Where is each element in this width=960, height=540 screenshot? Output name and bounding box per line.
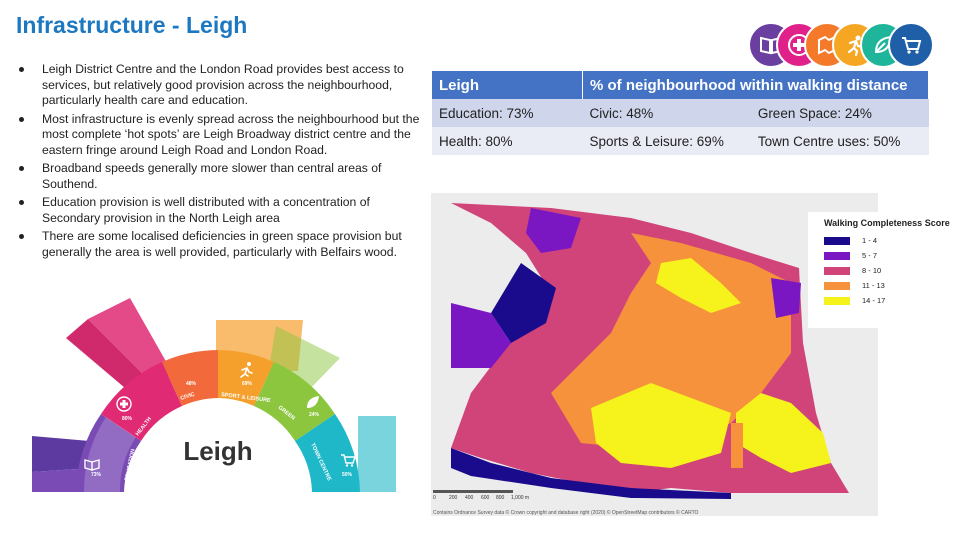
table-cell: Town Centre uses: 50% bbox=[750, 127, 929, 155]
legend-swatch bbox=[824, 251, 850, 260]
scale-label: 600 bbox=[481, 495, 490, 501]
scale-label: 400 bbox=[465, 495, 474, 501]
wheel-segment-sport-leisure bbox=[218, 350, 274, 406]
bullet-item: Education provision is well distributed … bbox=[16, 195, 428, 226]
map-scale-bar: 0 200 400 600 800 1,000 m bbox=[433, 490, 529, 501]
table-cell: Education: 73% bbox=[432, 99, 583, 127]
legend-title: Walking Completeness Score bbox=[824, 218, 950, 228]
map-legend: Walking Completeness Score 1 - 4 5 - 7 8… bbox=[808, 212, 958, 328]
page-title: Infrastructure - Leigh bbox=[16, 12, 248, 38]
cart-icon bbox=[341, 454, 356, 464]
bullet-item: Leigh District Centre and the London Roa… bbox=[16, 62, 428, 109]
map-region-score-14-17 bbox=[591, 383, 731, 468]
book-icon bbox=[84, 459, 100, 471]
infrastructure-wheel: 73% 80% 48% 69% 24% 50% EDUCATION HEALTH… bbox=[32, 298, 396, 492]
map-region-score-5-7 bbox=[526, 208, 581, 253]
map-credit: Contains Ordnance Survey data © Crown co… bbox=[433, 510, 699, 516]
wheel-value: 80% bbox=[122, 416, 133, 422]
cart-wheel bbox=[350, 464, 354, 467]
wheel-segment-education bbox=[76, 414, 141, 492]
map-region-score-5-7 bbox=[451, 303, 511, 368]
legend-swatch bbox=[824, 296, 850, 305]
table-cell: Green Space: 24% bbox=[750, 99, 929, 127]
runner-icon bbox=[247, 362, 251, 366]
table-header-row: Leigh % of neighbourhood within walking … bbox=[432, 71, 929, 99]
wheel-icon-health bbox=[116, 396, 132, 412]
cart-wheel bbox=[345, 464, 349, 467]
legend-label: 8 - 10 bbox=[862, 266, 882, 275]
legend-item: 11 - 13 bbox=[824, 279, 958, 292]
table-header: Leigh bbox=[432, 71, 583, 99]
legend-label: 11 - 13 bbox=[862, 281, 885, 290]
wheel-value: 73% bbox=[91, 472, 102, 478]
legend-label: 14 - 17 bbox=[862, 296, 886, 305]
wheel-value: 50% bbox=[342, 472, 353, 478]
bullet-item: There are some localised deficiencies in… bbox=[16, 229, 428, 260]
wheel-value: 48% bbox=[186, 381, 197, 387]
scale-bar bbox=[433, 490, 513, 493]
wheel-value: 69% bbox=[242, 381, 253, 387]
wheel-segment-green bbox=[254, 362, 335, 441]
table-cell: Civic: 48% bbox=[582, 99, 751, 127]
leaf-icon bbox=[307, 396, 319, 408]
scale-label: 200 bbox=[449, 495, 458, 501]
bullet-list: Leigh District Centre and the London Roa… bbox=[16, 62, 428, 263]
map-region-score-1-4 bbox=[451, 448, 731, 499]
map-region-score-5-7 bbox=[771, 278, 801, 318]
legend-label: 1 - 4 bbox=[862, 236, 878, 245]
legend-item: 5 - 7 bbox=[824, 249, 958, 262]
wheel-center-label: Leigh bbox=[183, 436, 252, 466]
scale-label: 800 bbox=[496, 495, 505, 501]
legend-swatch bbox=[824, 281, 850, 290]
runner-shape bbox=[240, 366, 253, 378]
map-region-score-11-13 bbox=[731, 423, 743, 468]
walking-distance-table: Leigh % of neighbourhood within walking … bbox=[432, 71, 929, 155]
health-cross-shape bbox=[120, 400, 128, 408]
wheel-outer-fragment bbox=[66, 319, 154, 399]
wheel-segment-town-centre bbox=[295, 414, 360, 492]
walking-completeness-map[interactable]: 0 200 400 600 800 1,000 m bbox=[431, 193, 878, 516]
legend-label: 5 - 7 bbox=[862, 251, 878, 260]
wheel-outer-fragment bbox=[88, 298, 172, 385]
wheel-outer-fragment bbox=[358, 416, 396, 492]
health-cross-icon bbox=[116, 396, 132, 412]
table-row: Education: 73% Civic: 48% Green Space: 2… bbox=[432, 99, 929, 127]
wheel-icon-cart bbox=[341, 454, 356, 467]
legend-item: 1 - 4 bbox=[824, 234, 958, 247]
cart-icon bbox=[888, 22, 934, 68]
scale-label: 1,000 m bbox=[511, 495, 529, 501]
map-region-score-14-17 bbox=[736, 393, 831, 473]
map-region-score-14-17 bbox=[656, 258, 741, 313]
bullet-item: Most infrastructure is evenly spread acr… bbox=[16, 112, 428, 159]
wheel-segment-civic bbox=[162, 350, 218, 406]
wheel-icon-book bbox=[84, 459, 100, 471]
wheel-icon-runner bbox=[240, 362, 253, 378]
infrastructure-icon-strip bbox=[748, 22, 934, 68]
table-header: % of neighbourhood within walking distan… bbox=[582, 71, 929, 99]
legend-swatch bbox=[824, 236, 850, 245]
table-row: Health: 80% Sports & Leisure: 69% Town C… bbox=[432, 127, 929, 155]
wheel-segment-health bbox=[101, 362, 182, 441]
wheel-icon-leaf bbox=[307, 396, 319, 408]
wheel-label-civic: CIVIC bbox=[180, 392, 196, 402]
legend-swatch bbox=[824, 266, 850, 275]
legend-item: 8 - 10 bbox=[824, 264, 958, 277]
map-region-score-1-4 bbox=[491, 263, 556, 343]
table-cell: Sports & Leisure: 69% bbox=[582, 127, 751, 155]
table-cell: Health: 80% bbox=[432, 127, 583, 155]
scale-label: 0 bbox=[433, 495, 436, 501]
wheel-inner-ring bbox=[83, 417, 136, 492]
wheel-value: 24% bbox=[309, 412, 320, 418]
legend-item: 14 - 17 bbox=[824, 294, 958, 307]
map-region-score-11-13 bbox=[551, 233, 791, 448]
bullet-item: Broadband speeds generally more slower t… bbox=[16, 161, 428, 192]
